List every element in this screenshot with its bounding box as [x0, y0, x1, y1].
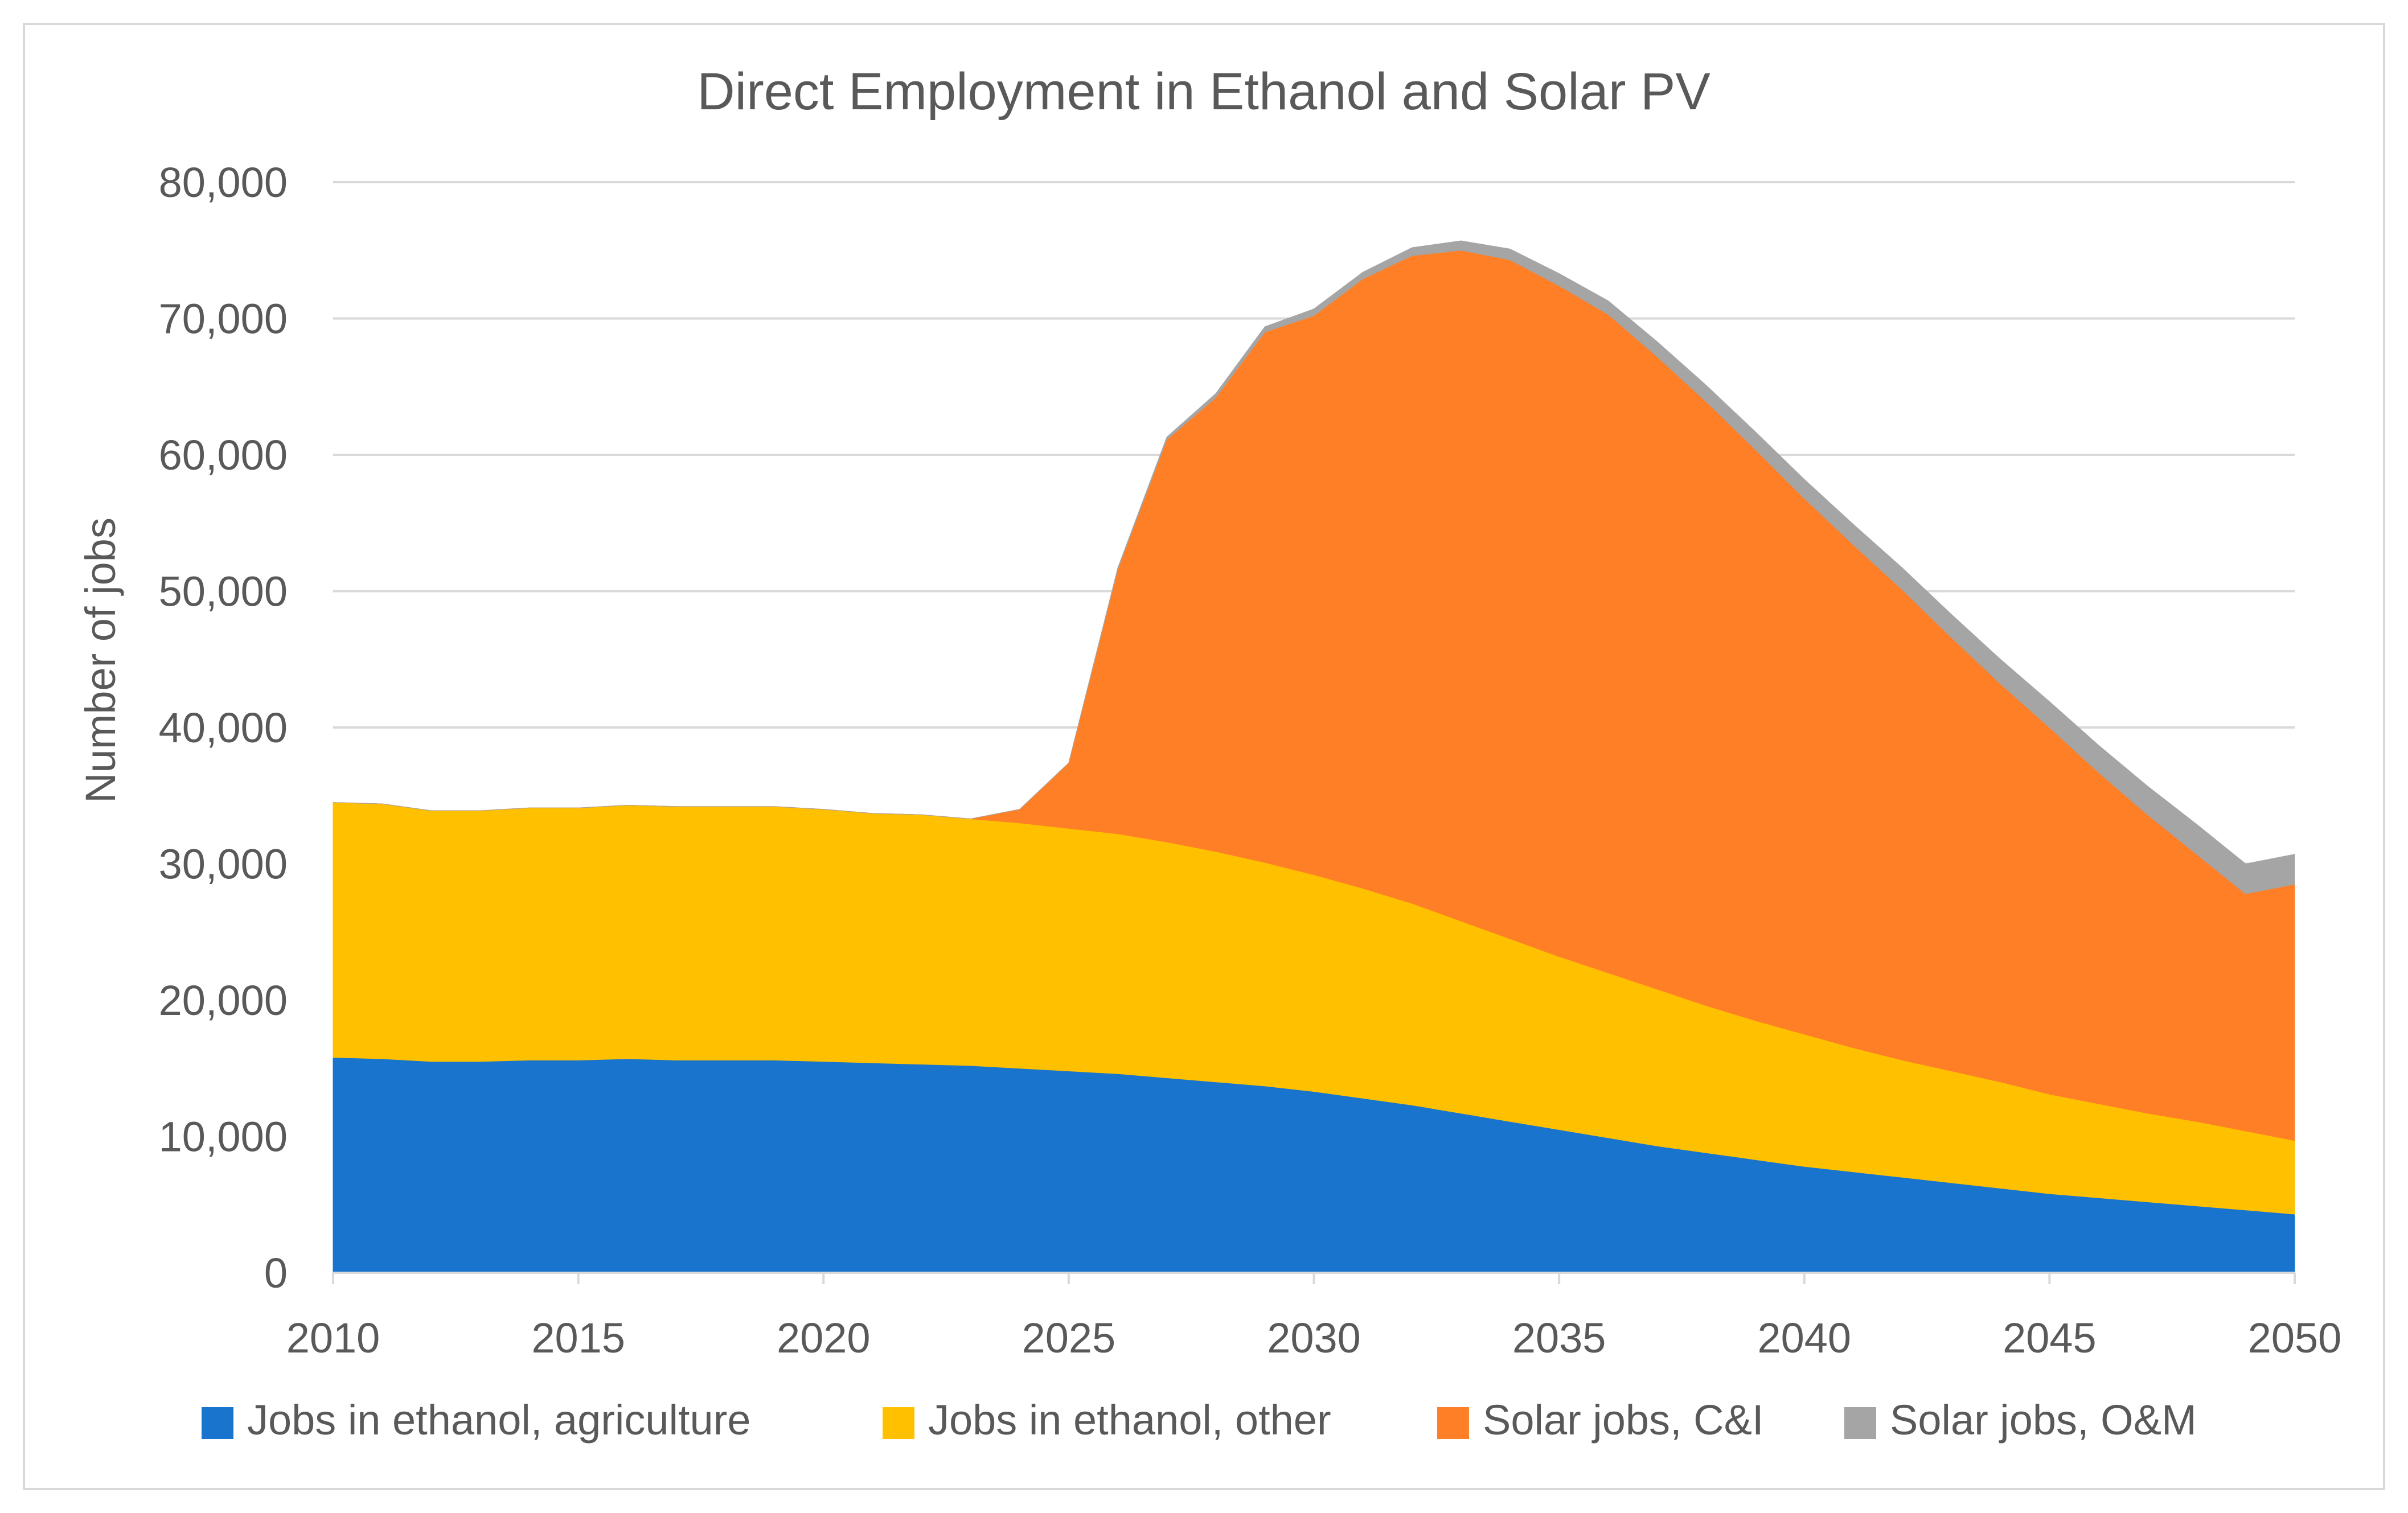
legend-label-solar-jobs-c-i: Solar jobs, C&I [1483, 1396, 1764, 1444]
x-tick-label: 2045 [2003, 1314, 2097, 1362]
y-axis: 0 10,000 20,000 30,000 40,000 50,000 60,000 70,… [159, 159, 288, 1297]
legend-swatch-jobs-in-ethanol-agriculture [202, 1407, 233, 1439]
y-tick-label: 20,000 [159, 977, 288, 1024]
y-tick-label: 80,000 [159, 159, 288, 206]
x-tick-label: 2010 [286, 1314, 380, 1362]
legend: Jobs in ethanol, agriculture Jobs in etha… [202, 1396, 2197, 1444]
y-tick-label: 0 [264, 1249, 288, 1297]
chart-title: Direct Employment in Ethanol and Solar P… [697, 63, 1710, 121]
area-series [333, 240, 2295, 1273]
x-tick-label: 2050 [2248, 1314, 2342, 1362]
y-tick-label: 40,000 [159, 704, 288, 751]
area-solar-jobs-o-m [333, 240, 2295, 894]
x-tick-label: 2025 [1022, 1314, 1116, 1362]
y-tick-label: 50,000 [159, 568, 288, 615]
y-tick-label: 30,000 [159, 841, 288, 888]
y-tick-label: 60,000 [159, 431, 288, 479]
y-tick-label: 70,000 [159, 295, 288, 343]
x-axis: 2010 2015 2020 2025 2030 2035 2040 2045 2050 [286, 1272, 2342, 1362]
y-tick-label: 10,000 [159, 1113, 288, 1161]
legend-swatch-solar-jobs-c-i [1437, 1407, 1469, 1439]
x-tick-label: 2035 [1512, 1314, 1606, 1362]
x-tick-label: 2020 [777, 1314, 871, 1362]
legend-label-jobs-in-ethanol-agriculture: Jobs in ethanol, agriculture [247, 1396, 750, 1444]
legend-swatch-jobs-in-ethanol-other [883, 1407, 914, 1439]
x-tick-label: 2015 [531, 1314, 625, 1362]
x-tick-label: 2040 [1757, 1314, 1851, 1362]
y-axis-label: Number of jobs [77, 517, 124, 803]
legend-label-solar-jobs-o-m: Solar jobs, O&M [1890, 1396, 2197, 1444]
legend-swatch-solar-jobs-o-m [1844, 1407, 1876, 1439]
legend-label-jobs-in-ethanol-other: Jobs in ethanol, other [928, 1396, 1331, 1444]
x-tick-label: 2030 [1267, 1314, 1361, 1362]
